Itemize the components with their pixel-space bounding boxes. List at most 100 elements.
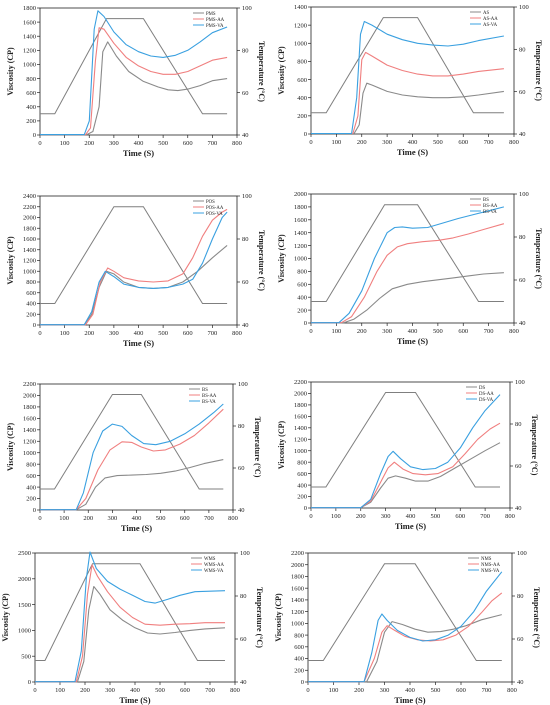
y-axis-label: Viscosity (CP) [1,593,10,642]
x-axis-label: Time (S) [395,521,426,531]
y2-tick-label: 60 [517,636,524,643]
series-line-nms-va [308,571,503,683]
y2-tick-label: 40 [519,320,526,327]
y2-tick-label: 60 [519,89,526,96]
chart-panel-as: 0 100 200 300 400 500 600 700 800 0 200 400 600 800 10… [277,4,543,157]
y2-tick-label: 40 [517,679,524,686]
y-tick-label: 0 [304,320,307,327]
x-tick-label: 700 [205,687,215,694]
y2-tick-label: 40 [238,507,245,514]
y2-axis-label: Temperature (°C) [257,230,266,291]
x-tick-label: 600 [455,513,465,520]
series-line-ds-aa [311,422,501,509]
legend-label: POS [206,200,215,205]
y2-axis-label: Temperature (°C) [257,41,266,102]
y2-tick-label: 60 [242,279,249,286]
x-axis-label: Time (S) [123,148,154,158]
y2-tick-label: 40 [240,679,247,686]
x-tick-label: 600 [183,330,193,337]
y-tick-label: 1400 [294,4,307,11]
x-tick-label: 100 [60,140,70,147]
y2-tick-label: 40 [519,131,526,138]
chart-panel-pos: 0 100 200 300 400 500 600 700 800 0 200 400 600 800 10… [6,193,266,348]
series-line-nms [308,614,502,683]
x-tick-label: 700 [208,330,218,337]
x-tick-label: 300 [108,515,118,522]
series-line-wms-va [35,551,226,683]
y-tick-label: 1200 [294,22,307,29]
y2-tick-label: 60 [519,277,526,284]
y-tick-label: 1200 [291,609,304,616]
x-tick-label: 0 [306,687,309,694]
y-tick-label: 800 [26,76,36,83]
y-tick-label: 1200 [23,258,36,265]
y-tick-label: 1000 [23,62,36,69]
x-axis-label: Time (S) [397,147,428,157]
y-tick-label: 2000 [18,576,31,583]
y2-tick-label: 100 [238,381,248,388]
y-tick-label: 800 [297,59,307,66]
x-tick-label: 0 [309,328,312,335]
y-tick-label: 1800 [23,225,36,232]
legend-label: NMS-VA [481,569,500,574]
y-axis-label: Viscosity (CP) [277,46,286,95]
y-tick-label: 1000 [294,256,307,263]
y-tick-label: 1000 [294,448,307,455]
x-tick-label: 300 [381,513,391,520]
y-tick-label: 0 [304,505,307,512]
series-line-ds [311,442,501,509]
y-tick-label: 400 [26,484,36,491]
y-tick-label: 1000 [291,621,304,628]
y2-tick-label: 80 [240,593,247,600]
x-tick-label: 800 [509,328,519,335]
series-line-as-aa [311,51,504,135]
series-line-ds-va [311,394,501,509]
y-tick-label: 800 [294,632,304,639]
y2-axis-label: Temperature (°C) [253,417,262,478]
y2-axis-label: Temperature (°C) [534,228,543,289]
x-tick-label: 700 [480,513,490,520]
legend-label: PMS-AA [206,18,225,23]
x-tick-label: 800 [230,687,240,694]
x-axis-label: Time (S) [123,338,154,348]
x-tick-label: 200 [83,515,93,522]
legend-label: DS-AA [479,392,494,397]
x-tick-label: 500 [431,513,441,520]
y-tick-label: 1000 [23,450,36,457]
x-tick-label: 500 [158,140,168,147]
chart-panel-bs2: 0 100 200 300 400 500 600 700 800 0 200 400 600 800 10… [6,381,262,533]
y-tick-label: 2200 [294,379,307,386]
y2-axis-label: Temperature (°C) [255,587,264,648]
x-tick-label: 400 [405,687,415,694]
temperature-profile-line [308,563,502,661]
x-tick-label: 500 [431,687,441,694]
series-line-as-va [311,20,504,135]
x-tick-label: 100 [332,328,342,335]
y-tick-label: 1600 [23,236,36,243]
x-tick-label: 100 [60,330,70,337]
x-tick-label: 600 [180,515,190,522]
x-tick-label: 400 [406,513,416,520]
x-tick-label: 800 [509,139,519,146]
y-tick-label: 1400 [23,247,36,254]
y-tick-label: 600 [297,77,307,84]
legend-label: BS-VA [202,400,216,405]
y2-tick-label: 100 [519,4,529,11]
y-tick-label: 600 [26,290,36,297]
x-tick-label: 500 [155,687,165,694]
x-tick-label: 700 [204,515,214,522]
y-axis-label: Viscosity (CP) [6,422,15,471]
x-tick-label: 200 [84,140,94,147]
y-axis-label: Viscosity (CP) [6,236,15,285]
y2-tick-label: 80 [242,236,249,243]
y-tick-label: 1000 [23,268,36,275]
y2-tick-label: 60 [242,90,249,97]
legend-label: PMS [206,12,216,17]
x-tick-label: 300 [109,140,119,147]
y2-tick-label: 40 [242,322,249,329]
y-tick-label: 400 [297,294,307,301]
legend-label: NMS-AA [481,563,500,568]
